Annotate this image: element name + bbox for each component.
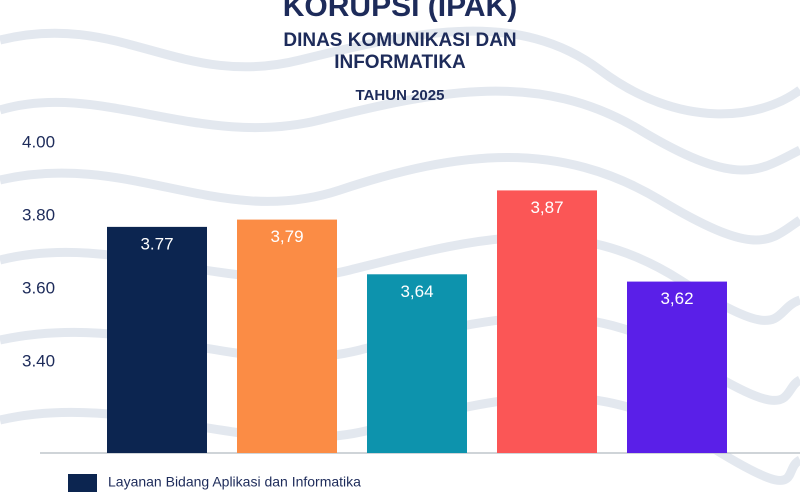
- y-tick-label: 4.00: [22, 132, 55, 151]
- value-label: 3.77: [140, 234, 173, 253]
- subtitle-box: DINAS KOMUNIKASI DAN INFORMATIKA: [283, 30, 517, 73]
- bar: [497, 190, 597, 454]
- value-label: 3,64: [400, 282, 433, 301]
- y-tick-label: 3.80: [22, 205, 55, 224]
- value-label: 3,87: [530, 198, 563, 217]
- value-label: 3,79: [270, 227, 303, 246]
- bar: [237, 219, 337, 453]
- y-tick-label: 3.40: [22, 351, 55, 370]
- bar: [627, 281, 727, 453]
- chart-subtitle: DINAS KOMUNIKASI DAN INFORMATIKA: [283, 30, 517, 73]
- legend-swatch: [68, 474, 97, 492]
- value-label: 3,62: [660, 289, 693, 308]
- chart-subtitle-year: TAHUN 2025: [356, 87, 445, 104]
- legend-label: Layanan Bidang Aplikasi dan Informatika: [108, 474, 361, 490]
- chart-title: KORUPSI (IPAK): [283, 0, 517, 23]
- bar: [367, 274, 467, 453]
- y-tick-label: 3.60: [22, 278, 55, 297]
- bar: [107, 226, 207, 453]
